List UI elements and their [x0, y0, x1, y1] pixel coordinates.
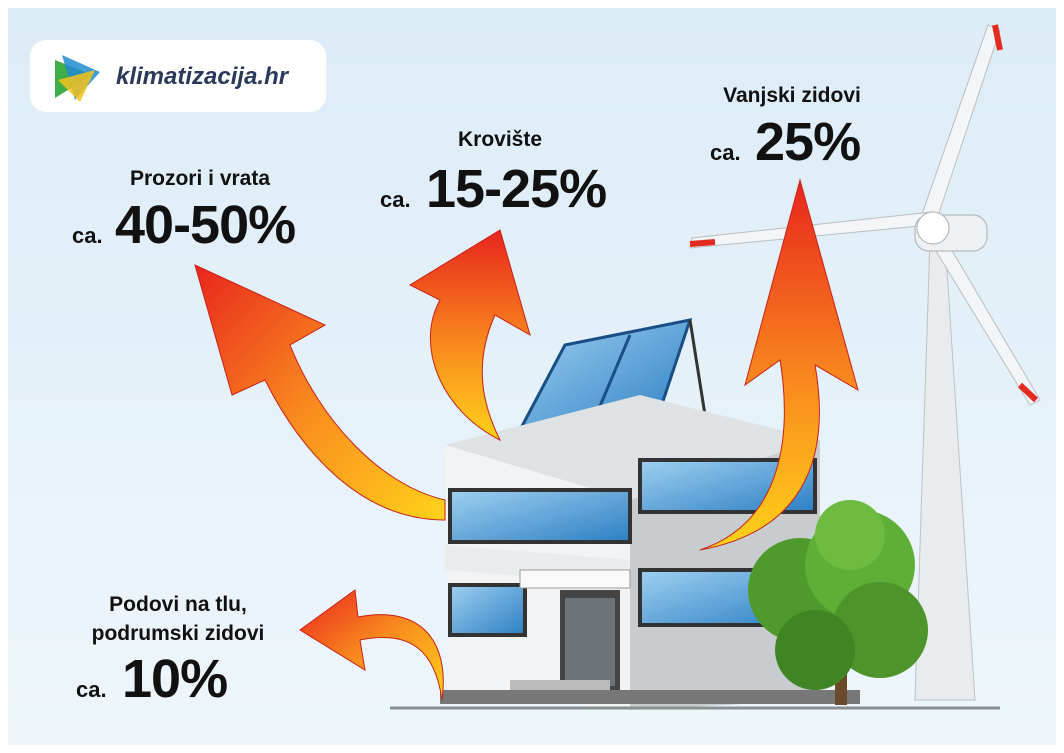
- item-value: 15-25%: [426, 159, 606, 219]
- item-label: Vanjski zidovi: [723, 84, 861, 107]
- wind-turbine: [689, 24, 1041, 701]
- item-prefix: ca.: [710, 140, 741, 165]
- item-label: Krovište: [458, 128, 542, 151]
- tree: [748, 500, 928, 705]
- heat-arrows: [194, 178, 859, 701]
- item-label: Prozori i vrata: [130, 167, 270, 190]
- item-label: Podovi na tlu,: [109, 593, 247, 616]
- item-prefix: ca.: [380, 187, 411, 212]
- item-prefix: ca.: [72, 223, 103, 248]
- item-value: 40-50%: [115, 195, 295, 255]
- logo-text: klimatizacija.hr: [116, 63, 290, 90]
- item-value: 25%: [755, 112, 860, 172]
- item-label: podrumski zidovi: [92, 622, 265, 645]
- item-prefix: ca.: [76, 677, 107, 702]
- item-value: 10%: [122, 649, 227, 709]
- logo: klimatizacija.hr: [30, 40, 326, 112]
